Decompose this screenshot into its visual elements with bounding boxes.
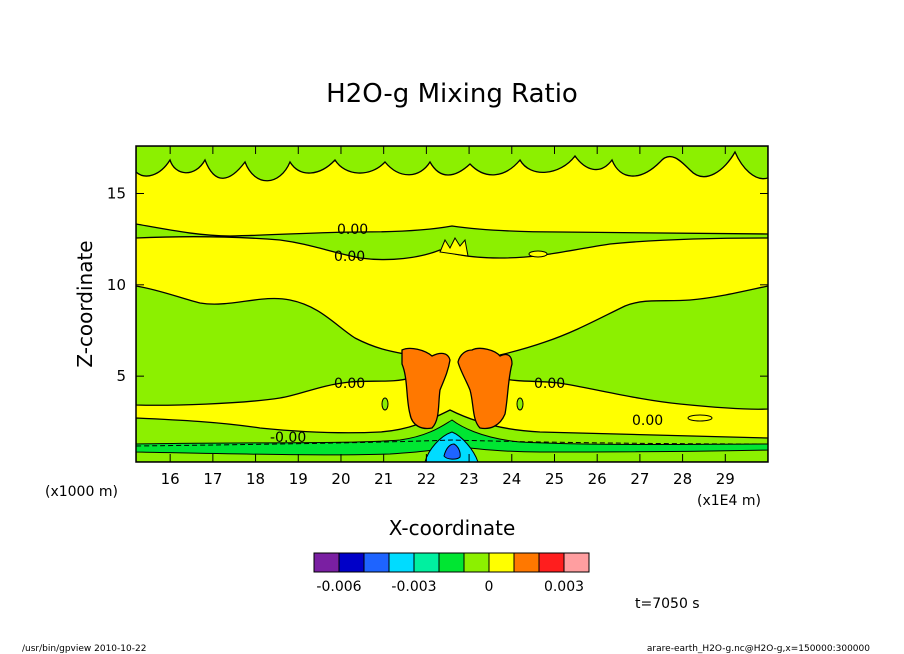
x-tick-label-4: 20	[331, 470, 350, 488]
plot-area: 0.00 0.00 0.00 0.00 0.00 -0.00	[136, 146, 768, 462]
x-axis-label: X-coordinate	[389, 516, 516, 540]
colorbar-label-2: 0	[485, 579, 494, 595]
colorbar-swatch-1	[338, 552, 365, 573]
x-tick-label-2: 18	[246, 470, 265, 488]
y-axis-label: Z-coordinate	[73, 240, 97, 367]
time-label: t=7050 s	[635, 596, 700, 612]
island-2	[516, 397, 524, 411]
orange-plume-left	[401, 347, 451, 430]
x-tick-label-9: 25	[545, 470, 564, 488]
x-tick-label-5: 21	[374, 470, 393, 488]
colorbar-swatch-5	[438, 552, 465, 573]
colorbar-swatch-10	[563, 552, 590, 573]
colorbar-swatch-6	[463, 552, 490, 573]
y-tick-label-0: 5	[116, 367, 126, 385]
chart-title: H2O-g Mixing Ratio	[326, 79, 578, 109]
colorbar-swatch-2	[363, 552, 390, 573]
x-axis: 16 17 18 19 20 21 22 23 24 25 26 27 28 29	[161, 146, 735, 488]
contour-label-5: 0.00	[632, 413, 663, 429]
green-band-top	[136, 146, 768, 182]
plot-frame	[135, 145, 769, 463]
green-region-lower-right	[499, 285, 768, 410]
x-unit-right: (x1E4 m)	[697, 493, 761, 509]
x-tick-label-3: 19	[289, 470, 308, 488]
orange-plume-right	[457, 347, 513, 430]
colorbar-label-1: -0.003	[391, 579, 436, 595]
contour-label-4: 0.00	[534, 376, 565, 392]
colorbar-swatch-8	[513, 552, 540, 573]
colorbar-swatch-9	[538, 552, 565, 573]
x-unit-left: (x1000 m)	[45, 484, 118, 500]
x-tick-label-6: 22	[417, 470, 436, 488]
island-4	[687, 414, 713, 422]
island-1	[381, 397, 389, 411]
colorbar-swatch-3	[388, 552, 415, 573]
peak-left	[439, 236, 469, 257]
colorbar: -0.006 -0.003 0 0.003	[313, 552, 590, 595]
colorbar-label-0: -0.006	[316, 579, 361, 595]
contour-label-3: 0.00	[334, 376, 365, 392]
x-tick-label-13: 29	[716, 470, 735, 488]
colorbar-swatch-4	[413, 552, 440, 573]
contour-label-1: 0.00	[337, 222, 368, 238]
aqua-core	[443, 443, 461, 460]
y-axis: 5 10 15	[107, 184, 768, 385]
x-tick-label-0: 16	[161, 470, 180, 488]
colorbar-swatch-7	[488, 552, 515, 573]
x-tick-label-7: 23	[460, 470, 479, 488]
y-tick-label-1: 10	[107, 276, 126, 294]
green-region-lower	[136, 285, 411, 406]
x-tick-label-10: 26	[588, 470, 607, 488]
y-tick-label-2: 15	[107, 184, 126, 202]
contour-label-6: -0.00	[270, 430, 306, 446]
x-tick-label-12: 28	[673, 470, 692, 488]
footer-left: /usr/bin/gpview 2010-10-22	[22, 644, 146, 654]
colorbar-label-3: 0.003	[544, 579, 584, 595]
contour-label-2: 0.00	[334, 249, 365, 265]
x-tick-label-11: 27	[630, 470, 649, 488]
x-tick-label-1: 17	[203, 470, 222, 488]
colorbar-swatch-0	[313, 552, 340, 573]
green-band-mid	[136, 223, 768, 261]
x-tick-label-8: 24	[502, 470, 521, 488]
footer-right: arare-earth_H2O-g.nc@H2O-g,x=150000:3000…	[647, 644, 870, 654]
dashed-contour	[136, 439, 768, 447]
island-3	[528, 250, 548, 258]
